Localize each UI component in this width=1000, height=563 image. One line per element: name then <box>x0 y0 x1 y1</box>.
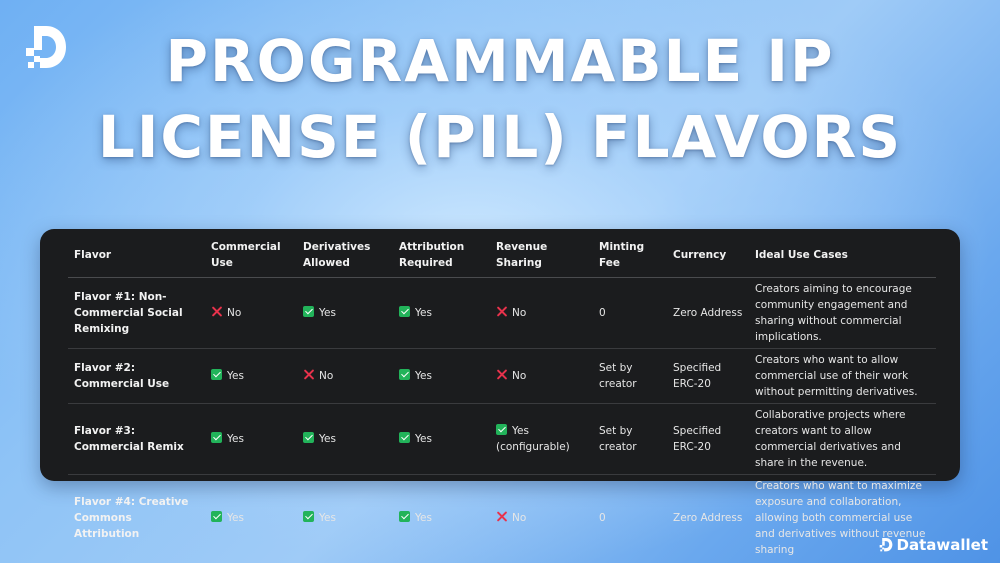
cross-icon <box>211 306 222 317</box>
header-minting-fee: Minting Fee <box>593 233 667 278</box>
datawallet-logo-icon <box>879 538 892 552</box>
cell-minting-fee: 0 <box>593 277 667 349</box>
cell-commercial-use: Yes <box>205 403 297 475</box>
license-table-panel: Flavor Commercial Use Derivatives Allowe… <box>40 229 960 556</box>
cell-attribution: Yes <box>393 475 490 562</box>
cell-currency: Specified ERC-20 <box>667 348 749 404</box>
cross-icon <box>303 369 314 380</box>
page-title-line-1: PROGRAMMABLE IP <box>165 27 835 95</box>
check-icon <box>211 432 222 443</box>
check-icon <box>399 306 410 317</box>
check-icon <box>303 511 314 522</box>
cell-minting-fee: 0 <box>599 512 606 524</box>
cross-icon <box>496 511 507 522</box>
cell-minting-fee: Set by creator <box>593 403 667 475</box>
cell-ideal-use-cases: Creators who want to allow commercial us… <box>749 348 936 404</box>
header-derivatives-allowed: Derivatives Allowed <box>297 233 393 278</box>
cell-attribution: Yes <box>393 403 490 475</box>
check-icon <box>303 306 314 317</box>
cell-derivatives: No <box>297 348 393 404</box>
cell-commercial-use: Yes <box>205 475 297 562</box>
cell-commercial-use: Yes <box>205 348 297 404</box>
table-row: Flavor #4: Creative Commons Attribution … <box>68 475 936 562</box>
check-icon <box>303 432 314 443</box>
cell-flavor: Flavor #2: Commercial Use <box>68 348 205 404</box>
check-icon <box>399 432 410 443</box>
brand-watermark: Datawallet <box>879 536 988 554</box>
cell-derivatives: Yes <box>297 475 393 562</box>
cell-revenue-sharing: Yes (configurable) <box>490 403 593 475</box>
cell-currency: Zero Address <box>673 512 743 524</box>
check-icon <box>399 511 410 522</box>
cell-derivatives: Yes <box>297 277 393 349</box>
cell-flavor: Flavor #3: Commercial Remix <box>68 403 205 475</box>
header-currency: Currency <box>667 233 749 278</box>
page-title-line-2: LICENSE (PIL) FLAVORS <box>97 103 903 171</box>
cell-flavor: Flavor #1: Non-Commercial Social Remixin… <box>68 277 205 349</box>
header-attribution-required: Attribution Required <box>393 233 490 278</box>
cell-attribution: Yes <box>393 348 490 404</box>
cell-revenue-sharing: No <box>490 277 593 349</box>
brand-name: Datawallet <box>896 536 988 554</box>
cell-ideal-use-cases: Creators who want to maximize exposure a… <box>755 480 926 556</box>
check-icon <box>399 369 410 380</box>
check-icon <box>211 511 222 522</box>
cell-commercial-use: No <box>205 277 297 349</box>
cell-ideal-use-cases: Collaborative projects where creators wa… <box>749 403 936 475</box>
cell-revenue-sharing: No <box>490 348 593 404</box>
cell-minting-fee: Set by creator <box>593 348 667 404</box>
cell-revenue-sharing: No <box>490 475 593 562</box>
table-row: Flavor #1: Non-Commercial Social Remixin… <box>68 277 936 349</box>
cross-icon <box>496 306 507 317</box>
cross-icon <box>496 369 507 380</box>
table-header-row: Flavor Commercial Use Derivatives Allowe… <box>68 233 936 278</box>
datawallet-logo-icon <box>26 26 66 68</box>
table-row: Flavor #3: Commercial Remix Yes Yes Yes … <box>68 403 936 475</box>
revenue-note: (configurable) <box>496 441 570 453</box>
cell-ideal-use-cases: Creators aiming to encourage community e… <box>749 277 936 349</box>
cell-attribution: Yes <box>393 277 490 349</box>
header-commercial-use: Commercial Use <box>205 233 297 278</box>
header-ideal-use-cases: Ideal Use Cases <box>749 233 936 278</box>
license-flavors-table: Flavor Commercial Use Derivatives Allowe… <box>68 233 936 561</box>
cell-derivatives: Yes <box>297 403 393 475</box>
table-row: Flavor #2: Commercial Use Yes No Yes No … <box>68 348 936 404</box>
cell-currency: Specified ERC-20 <box>667 403 749 475</box>
cell-currency: Zero Address <box>667 277 749 349</box>
header-revenue-sharing: Revenue Sharing <box>490 233 593 278</box>
cell-flavor: Flavor #4: Creative Commons Attribution <box>74 496 189 540</box>
check-icon <box>496 424 507 435</box>
check-icon <box>211 369 222 380</box>
header-flavor: Flavor <box>68 233 205 278</box>
